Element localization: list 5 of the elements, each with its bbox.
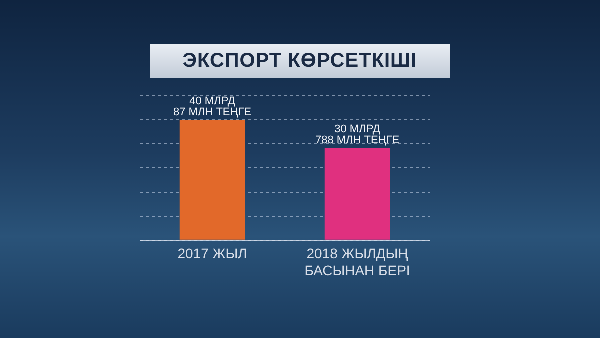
annotation: 30 МЛРД 788 МЛН ТЕҢГЕ — [315, 124, 400, 147]
x-tick-label: 2017 ЖЫЛ — [178, 246, 248, 262]
x-tick-label: 2018 ЖЫЛДЫҢ БАСЫНАН БЕРІ — [304, 246, 410, 278]
chart-title: ЭКСПОРТ КӨРСЕТКІШІ — [150, 44, 450, 78]
text: 40 МЛРД 87 МЛН ТЕҢГЕ — [174, 96, 252, 119]
